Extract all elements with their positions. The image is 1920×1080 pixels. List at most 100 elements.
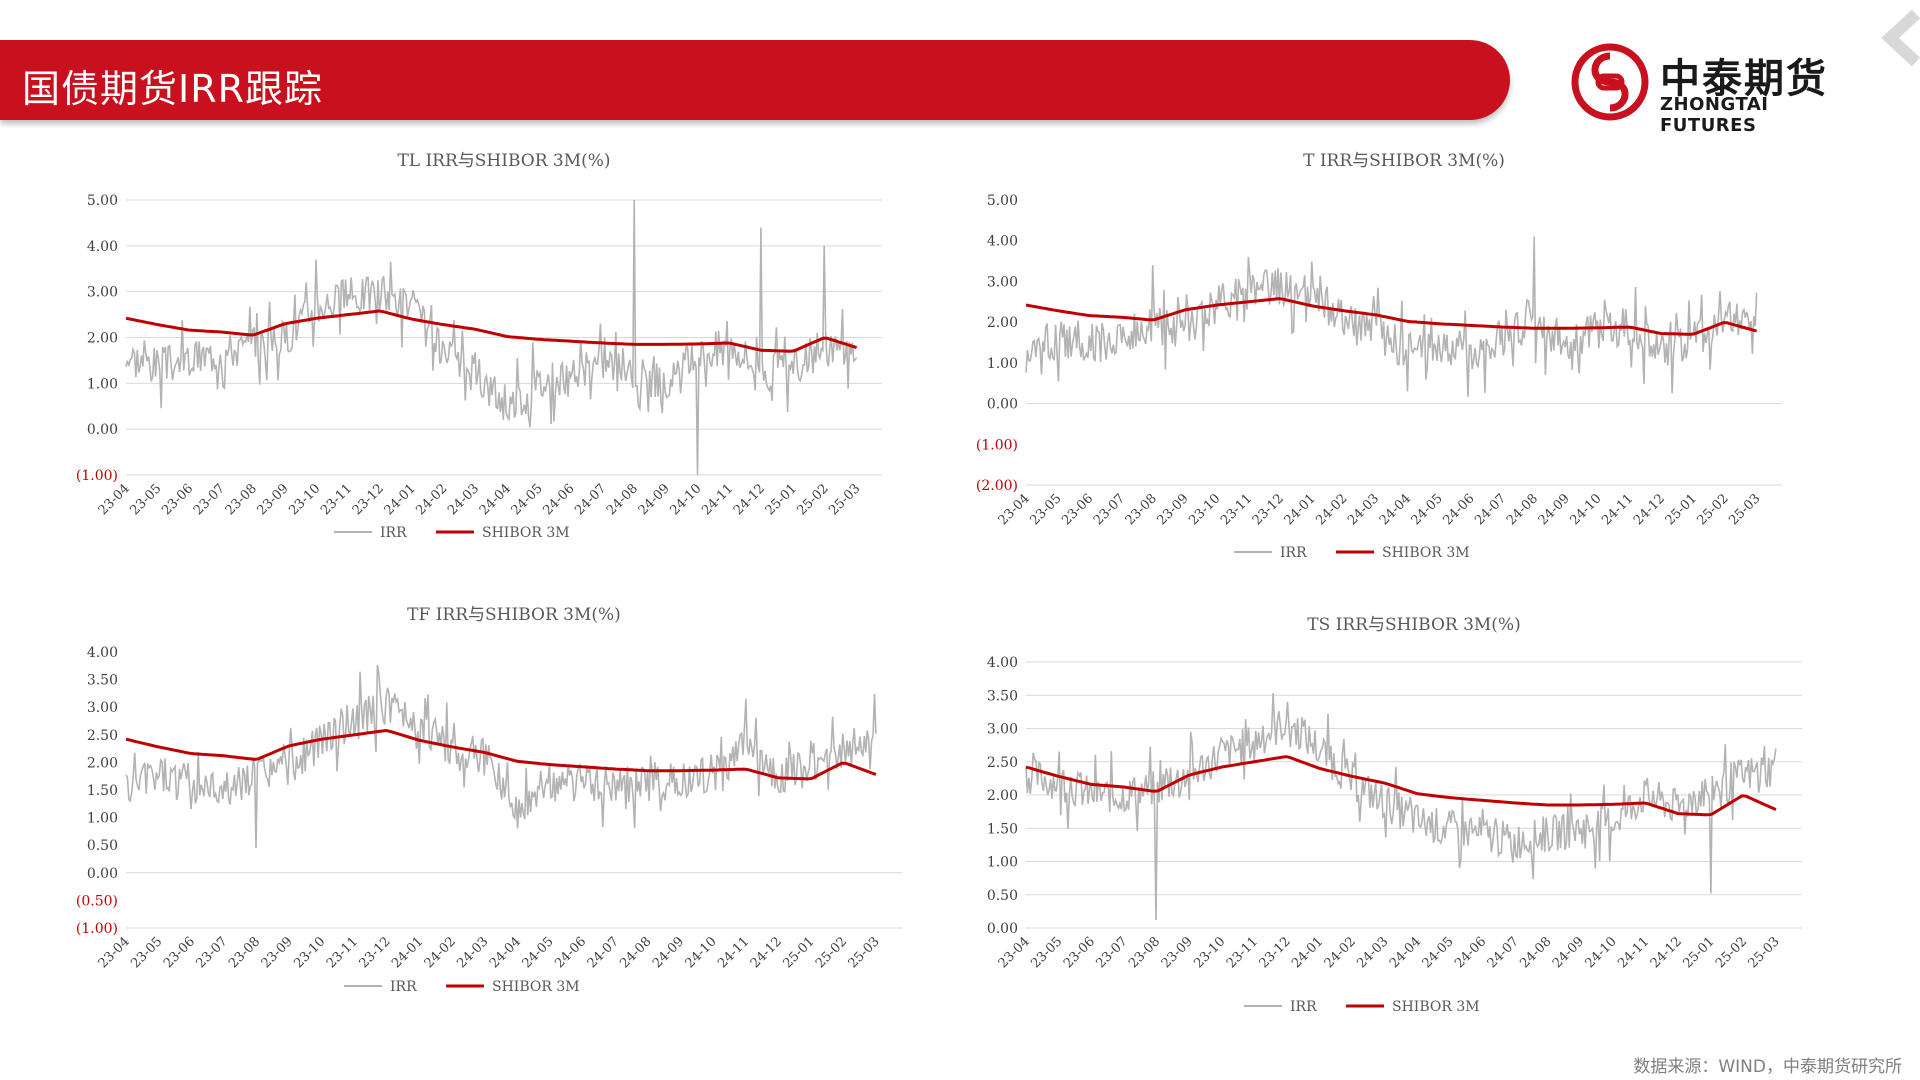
series-shibor-line <box>1025 755 1777 817</box>
x-tick-label: 23-04 <box>996 491 1033 528</box>
x-tick-label: 23-12 <box>357 934 394 971</box>
x-tick-label: 23-12 <box>1257 934 1294 971</box>
x-tick-label: 24-06 <box>1440 491 1477 528</box>
y-tick-label: 3.00 <box>87 285 118 301</box>
x-tick-label: 24-05 <box>1420 934 1457 971</box>
y-tick-label: 0.50 <box>87 838 118 854</box>
legend-irr-label: IRR <box>380 525 407 541</box>
y-tick-label: 0.50 <box>987 888 1018 904</box>
y-tick-label: 0.00 <box>987 921 1018 937</box>
x-tick-label: 24-08 <box>604 481 641 518</box>
x-tick-label: 24-01 <box>382 481 419 518</box>
y-tick-label: 2.00 <box>87 755 118 771</box>
x-tick-label: 23-06 <box>159 481 196 518</box>
legend-irr-label: IRR <box>390 979 417 995</box>
x-tick-label: 23-08 <box>223 481 260 518</box>
y-tick-label: 1.00 <box>987 356 1018 372</box>
x-tick-label: 23-11 <box>1218 491 1255 528</box>
legend-shibor-label: SHIBOR 3M <box>1392 999 1480 1015</box>
y-tick-label: 3.00 <box>87 700 118 716</box>
chart-tf-irr: TF IRR与SHIBOR 3M(%) (1.00) (0.50) 0.00 0.50 1… <box>60 596 920 1016</box>
series-irr-line <box>1025 693 1777 921</box>
series-shibor-line <box>1025 297 1757 336</box>
x-tick-label: 24-04 <box>487 934 524 971</box>
y-tick-label: 1.50 <box>987 821 1018 837</box>
y-tick-label: 0.00 <box>987 397 1018 413</box>
x-tick-label: 23-07 <box>191 481 228 518</box>
y-tick-label: (1.00) <box>76 468 118 484</box>
x-tick-label: 23-11 <box>324 934 361 971</box>
chart-tl-irr: TL IRR与SHIBOR 3M(%) (1.00) 0.00 1.00 2.00 3.0… <box>60 142 900 562</box>
y-tick-label: 1.00 <box>87 376 118 392</box>
x-tick-label: 24-02 <box>422 934 459 971</box>
chart-title: TL IRR与SHIBOR 3M(%) <box>397 151 610 171</box>
x-tick-label: 25-01 <box>780 934 817 971</box>
x-tick-label: 25-01 <box>763 481 800 518</box>
y-tick-label: 2.50 <box>987 755 1018 771</box>
chart-t-irr: T IRR与SHIBOR 3M(%) (2.00) (1.00) 0.00 1.00 2.… <box>960 142 1800 582</box>
logo-text-cn: 中泰期货 <box>1660 56 1828 102</box>
x-tick-label: 24-03 <box>454 934 491 971</box>
y-tick-label: (2.00) <box>976 478 1018 494</box>
chart-title: TS IRR与SHIBOR 3M(%) <box>1307 615 1520 635</box>
x-tick-label: 24-06 <box>552 934 589 971</box>
x-tick-label: 24-11 <box>715 934 752 971</box>
x-tick-label: 25-03 <box>826 481 863 518</box>
x-tick-label: 23-11 <box>318 481 355 518</box>
x-tick-label: 24-11 <box>1615 934 1652 971</box>
x-tick-label: 24-06 <box>1452 934 1489 971</box>
x-tick-label: 24-02 <box>413 481 450 518</box>
x-tick-label: 25-03 <box>1746 934 1783 971</box>
chart-title: TF IRR与SHIBOR 3M(%) <box>407 605 621 625</box>
legend-irr-label: IRR <box>1280 545 1307 561</box>
x-tick-label: 25-03 <box>846 934 883 971</box>
x-tick-label: 24-07 <box>1472 491 1509 528</box>
chart-svg: TL IRR与SHIBOR 3M(%) (1.00) 0.00 1.00 2.00 3.0… <box>76 151 882 541</box>
x-tick-label: 24-09 <box>1550 934 1587 971</box>
x-tick-label: 23-10 <box>286 481 323 518</box>
chart-title: T IRR与SHIBOR 3M(%) <box>1303 151 1505 171</box>
x-tick-label: 24-10 <box>1567 491 1604 528</box>
series-irr-line <box>125 664 877 849</box>
y-tick-label: 1.00 <box>987 855 1018 871</box>
y-tick-label: 3.50 <box>87 673 118 689</box>
chart-svg: TF IRR与SHIBOR 3M(%) (1.00) (0.50) 0.00 0.50 1… <box>76 605 902 995</box>
x-tick-label: 23-08 <box>226 934 263 971</box>
y-tick-label: 2.00 <box>987 315 1018 331</box>
y-tick-label: 4.00 <box>87 239 118 255</box>
x-tick-label: 24-10 <box>667 481 704 518</box>
x-tick-label: 23-06 <box>1059 491 1096 528</box>
x-tick-label: 24-04 <box>1387 934 1424 971</box>
series-irr-line <box>1025 236 1758 397</box>
legend-shibor-label: SHIBOR 3M <box>482 525 570 541</box>
x-tick-label: 25-01 <box>1663 491 1700 528</box>
x-tick-label: 24-03 <box>1354 934 1391 971</box>
page-title: 国债期货IRR跟踪 <box>22 67 324 111</box>
x-tick-label: 24-03 <box>1345 491 1382 528</box>
y-tick-label: 3.00 <box>987 274 1018 290</box>
x-tick-label: 24-09 <box>650 934 687 971</box>
y-tick-label: 4.00 <box>87 645 118 661</box>
x-tick-label: 24-04 <box>1377 491 1414 528</box>
y-tick-label: 1.00 <box>87 811 118 827</box>
x-tick-label: 24-12 <box>731 481 768 518</box>
x-tick-label: 24-09 <box>636 481 673 518</box>
legend-irr-label: IRR <box>1290 999 1317 1015</box>
y-tick-label: 5.00 <box>87 193 118 209</box>
x-tick-label: 23-08 <box>1126 934 1163 971</box>
x-tick-label: 24-02 <box>1322 934 1359 971</box>
x-tick-label: 23-06 <box>1061 934 1098 971</box>
x-tick-label: 25-02 <box>1713 934 1750 971</box>
logo-mark-icon <box>1571 43 1649 121</box>
x-tick-label: 23-06 <box>161 934 198 971</box>
series-irr-line <box>125 199 858 476</box>
x-tick-label: 25-02 <box>1695 491 1732 528</box>
x-tick-label: 23-09 <box>255 481 292 518</box>
x-tick-label: 23-07 <box>1094 934 1131 971</box>
x-tick-label: 23-10 <box>1186 491 1223 528</box>
x-tick-label: 24-12 <box>1631 491 1668 528</box>
x-tick-label: 23-05 <box>128 934 165 971</box>
y-tick-label: (1.00) <box>76 921 118 937</box>
x-tick-label: 25-01 <box>1680 934 1717 971</box>
y-tick-label: 4.00 <box>987 234 1018 250</box>
